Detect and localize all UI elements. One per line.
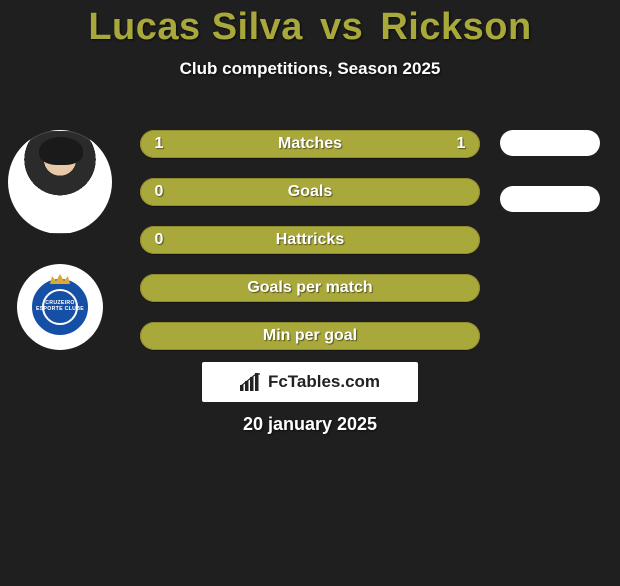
crown-icon xyxy=(49,273,71,285)
stat-row-matches: 1 Matches 1 xyxy=(140,130,480,158)
stat-label: Matches xyxy=(166,135,454,153)
page-title: Lucas Silva vs Rickson xyxy=(0,6,620,49)
player1-name: Lucas Silva xyxy=(88,6,303,48)
vs-label: vs xyxy=(320,6,363,48)
watermark-text: FcTables.com xyxy=(268,372,380,392)
stat-label: Goals xyxy=(166,183,454,201)
bar-chart-icon xyxy=(240,373,262,391)
player2-avatar-placeholder xyxy=(500,130,600,156)
left-avatars: CRUZEIRO ESPORTE CLUBE xyxy=(8,130,112,350)
player2-name: Rickson xyxy=(380,6,531,48)
stat-right-value: 1 xyxy=(454,135,468,153)
date-text: 20 january 2025 xyxy=(0,414,620,435)
stat-row-hattricks: 0 Hattricks xyxy=(140,226,480,254)
player2-club-placeholder xyxy=(500,186,600,212)
stat-label: Hattricks xyxy=(166,231,454,249)
stat-label: Goals per match xyxy=(152,279,468,297)
stat-label: Min per goal xyxy=(152,327,468,345)
right-avatars xyxy=(500,130,600,212)
stat-left-value: 0 xyxy=(152,183,166,201)
stat-rows: 1 Matches 1 0 Goals 0 Hattricks Goals pe… xyxy=(140,130,480,350)
watermark: FcTables.com xyxy=(202,362,418,402)
player1-avatar xyxy=(8,130,112,234)
stat-left-value: 0 xyxy=(152,231,166,249)
player1-club-badge: CRUZEIRO ESPORTE CLUBE xyxy=(17,264,103,350)
subtitle: Club competitions, Season 2025 xyxy=(0,59,620,79)
club-crest-text: CRUZEIRO ESPORTE CLUBE xyxy=(36,301,84,312)
stat-left-value: 1 xyxy=(152,135,166,153)
club-crest: CRUZEIRO ESPORTE CLUBE xyxy=(32,279,88,335)
stat-row-min-per-goal: Min per goal xyxy=(140,322,480,350)
stat-row-goals: 0 Goals xyxy=(140,178,480,206)
stat-row-goals-per-match: Goals per match xyxy=(140,274,480,302)
